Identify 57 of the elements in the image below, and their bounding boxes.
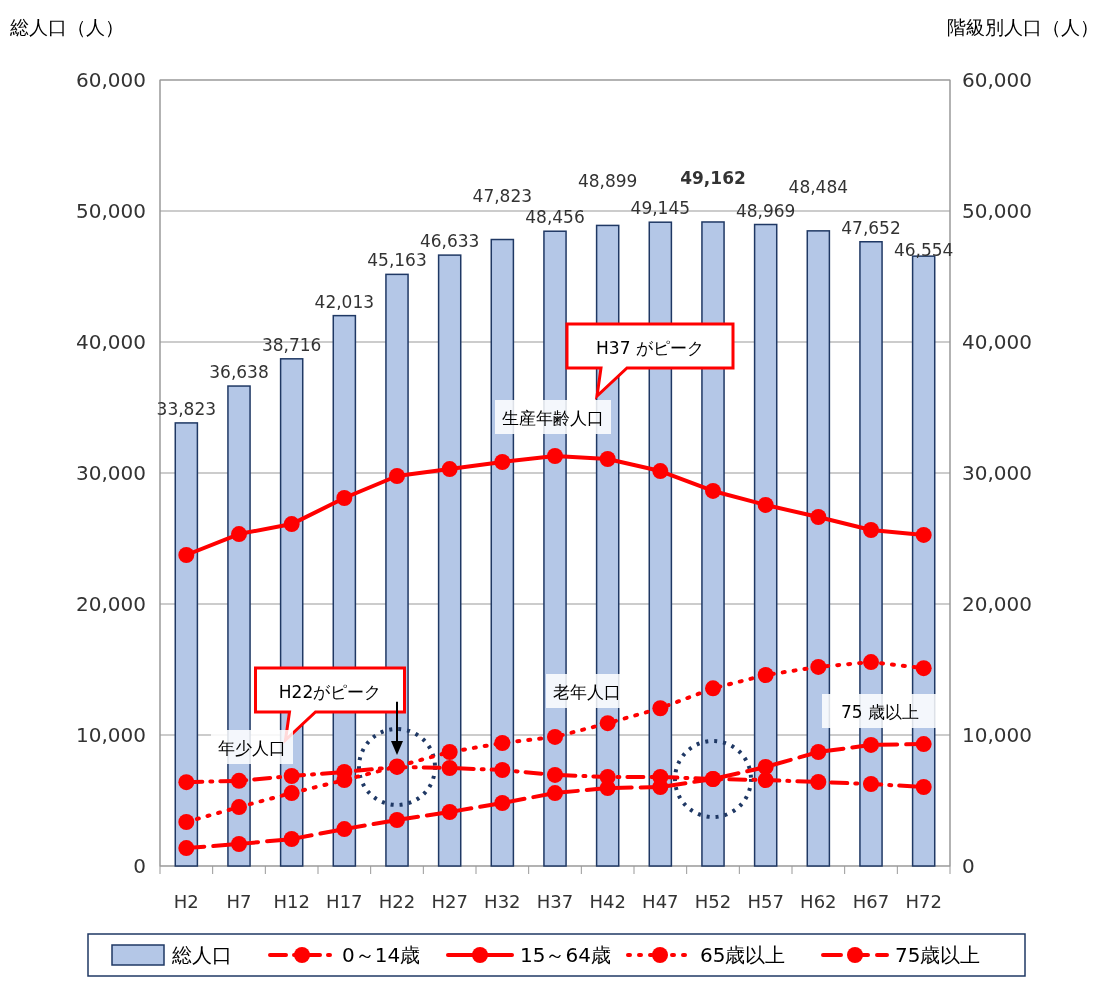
y2-tick-label: 10,000 [962,723,1032,747]
data-label: 36,638 [209,362,269,383]
annotation: 年少人口 [218,738,286,758]
y2-tick-label: 0 [962,854,975,878]
y-tick-label: 10,000 [76,723,146,747]
y2-tick-label: 50,000 [962,199,1032,223]
y-tick-label: 50,000 [76,199,146,223]
data-label: 46,554 [893,240,954,261]
data-label: 47,823 [472,185,533,206]
x-tick-label: H17 [326,891,363,912]
x-tick-label: H42 [589,891,626,912]
y-tick-label: 40,000 [76,330,146,354]
x-tick-label: H27 [431,891,468,912]
data-label: 48,484 [788,176,849,197]
legend-label: 総人口 [171,943,232,967]
annotation: H22がピーク [278,682,382,702]
x-tick-label: H22 [378,891,416,912]
legend-label: 65歳以上 [700,943,786,967]
data-label: 33,823 [156,398,217,419]
y-tick-label: 30,000 [76,461,146,485]
data-label: 47,652 [841,217,901,238]
x-tick-label: H57 [747,891,784,912]
y-axis-title: 総人口（人） [9,16,124,38]
y2-axis-title: 階級別人口（人） [947,16,1099,38]
x-tick-label: H12 [273,891,310,912]
data-label: 48,969 [735,200,796,221]
y-tick-label: 60,000 [76,68,146,92]
x-tick-label: H67 [852,891,890,912]
data-label: 48,899 [577,171,638,192]
annotation: 生産年齢人口 [502,408,604,428]
legend-label: 75歳以上 [895,943,981,967]
x-tick-label: H47 [642,891,679,912]
annotation: 75 歳以上 [840,702,920,722]
y-tick-label: 0 [133,854,146,878]
data-label: 45,163 [367,250,427,271]
data-label: 46,633 [419,231,480,252]
data-label: 48,456 [525,207,585,228]
data-label: 42,013 [314,291,375,312]
data-label: 38,716 [261,334,322,355]
y2-tick-label: 20,000 [962,592,1032,616]
legend-label: 15～64歳 [520,943,611,967]
y2-tick-label: 40,000 [962,330,1032,354]
y-tick-label: 20,000 [76,592,146,616]
x-tick-label: H62 [800,891,837,912]
y2-tick-label: 60,000 [962,68,1032,92]
legend-label: 0～14歳 [342,943,421,967]
x-tick-label: H52 [694,891,732,912]
annotation: H37 がピーク [596,338,704,358]
annotation: 老年人口 [553,682,621,702]
x-tick-label: H37 [536,891,574,912]
x-tick-label: H32 [484,891,521,912]
x-tick-label: H7 [226,891,252,912]
data-label: 49,162 [680,167,746,188]
y2-tick-label: 30,000 [962,461,1032,485]
x-tick-label: H2 [173,891,199,912]
x-tick-label: H72 [905,891,942,912]
data-label: 49,145 [630,198,691,219]
